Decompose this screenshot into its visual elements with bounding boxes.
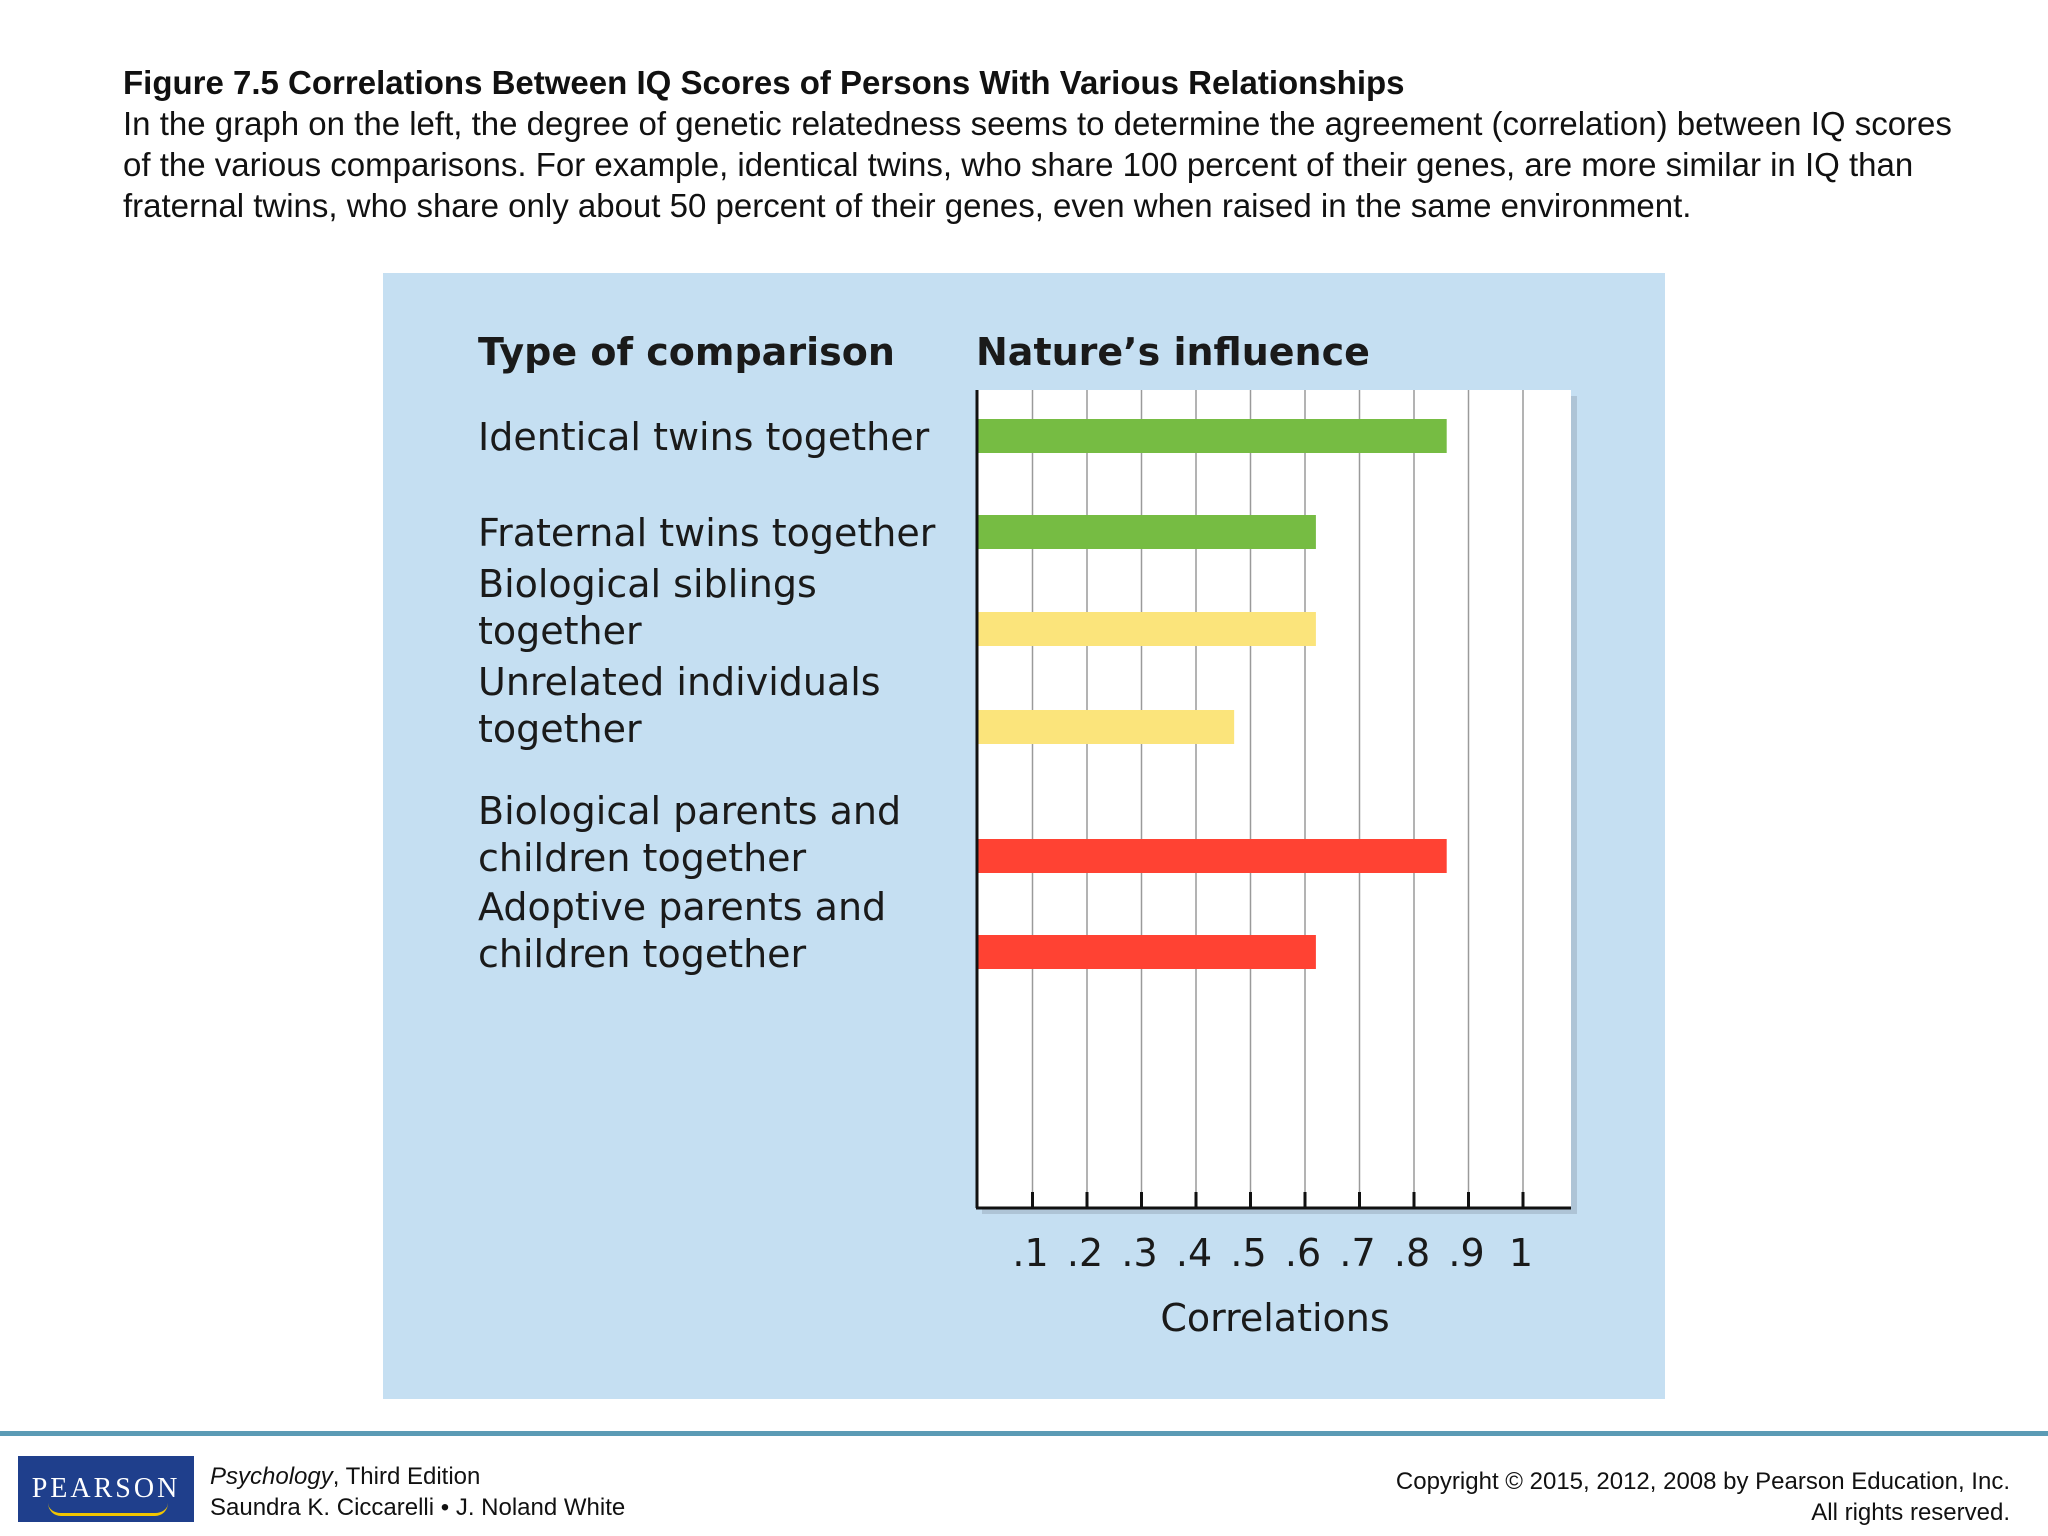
x-tick-label-3: .3 — [1121, 1231, 1157, 1275]
category-header: Type of comparison — [478, 330, 895, 374]
book-edition: , Third Edition — [332, 1463, 481, 1490]
x-tick-label-2: .2 — [1067, 1231, 1103, 1275]
bar-5 — [978, 839, 1447, 873]
x-tick-label-10: 1 — [1509, 1231, 1533, 1275]
value-header: Nature’s influence — [976, 330, 1370, 374]
bar-label-4-line-2: together — [478, 707, 642, 751]
x-axis-title: Correlations — [1160, 1296, 1389, 1340]
bar-2 — [978, 515, 1316, 549]
copyright-notice: Copyright © 2015, 2012, 2008 by Pearson … — [1396, 1466, 2010, 1528]
copyright-line-1: Copyright © 2015, 2012, 2008 by Pearson … — [1395, 1468, 2010, 1495]
book-authors: Saundra K. Ciccarelli • J. Noland White — [210, 1494, 626, 1521]
bar-label-6-line-1: Adoptive parents and — [478, 885, 886, 929]
bar-1 — [978, 419, 1447, 453]
x-tick-label-5: .5 — [1230, 1231, 1266, 1275]
x-tick-label-6: .6 — [1285, 1231, 1321, 1275]
bar-4 — [978, 710, 1235, 744]
bar-label-5-line-1: Biological parents and — [478, 789, 901, 833]
footer-divider — [0, 1431, 2048, 1436]
bar-label-2-line-1: Fraternal twins together — [478, 511, 936, 555]
bar-label-3-line-2: together — [478, 609, 642, 653]
chart-panel: Type of comparison Nature’s influence Iden… — [383, 273, 1665, 1399]
bar-label-3-line-1: Biological siblings — [478, 562, 817, 606]
bar-label-1-line-1: Identical twins together — [478, 415, 930, 459]
x-tick-label-7: .7 — [1339, 1231, 1375, 1275]
book-title: Psychology — [210, 1463, 333, 1490]
plot-background — [976, 390, 1571, 1208]
pearson-logo: PEARSON — [18, 1456, 194, 1522]
x-tick-label-9: .9 — [1448, 1231, 1484, 1275]
figure-description: In the graph on the left, the degree of … — [123, 105, 1952, 224]
bar-3 — [978, 612, 1316, 646]
figure-caption: Figure 7.5 Correlations Between IQ Score… — [123, 62, 1953, 226]
bar-label-6-line-2: children together — [478, 932, 807, 976]
figure-title: Figure 7.5 Correlations Between IQ Score… — [123, 64, 1405, 101]
logo-swoosh-icon — [48, 1503, 168, 1516]
copyright-line-2: All rights reserved. — [1811, 1499, 2010, 1526]
x-tick-label-4: .4 — [1176, 1231, 1212, 1275]
logo-text: PEARSON — [31, 1473, 181, 1504]
bar-label-5-line-2: children together — [478, 836, 807, 880]
x-tick-label-1: .1 — [1012, 1231, 1048, 1275]
bar-6 — [978, 935, 1316, 969]
bar-label-4-line-1: Unrelated individuals — [478, 660, 881, 704]
correlation-bar-chart: Type of comparison Nature’s influence Iden… — [478, 330, 1577, 1340]
book-info: Psychology, Third Edition Saundra K. Cic… — [210, 1461, 625, 1523]
x-tick-label-8: .8 — [1394, 1231, 1430, 1275]
